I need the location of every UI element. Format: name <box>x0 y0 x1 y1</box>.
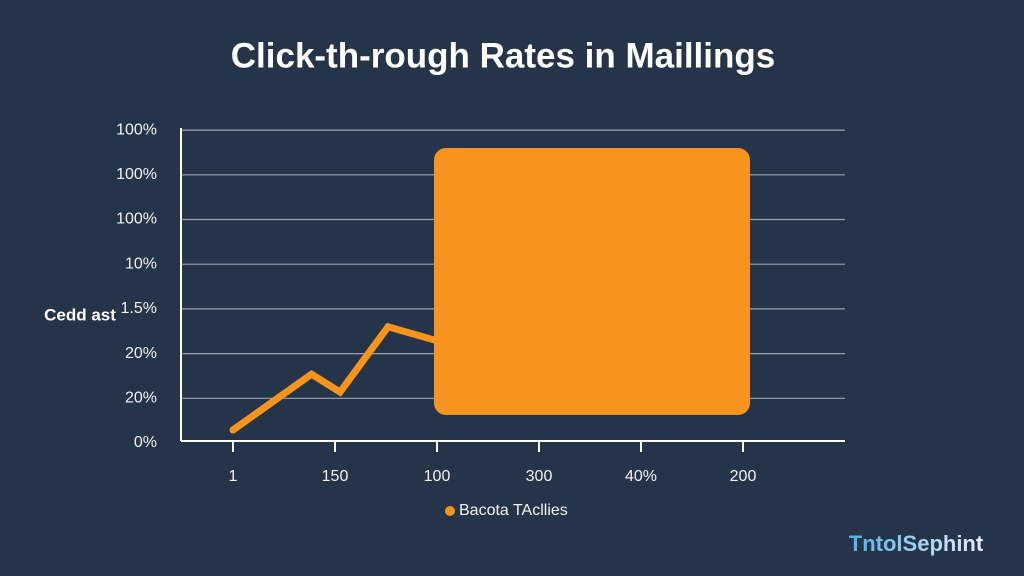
y-tick-label: 100% <box>116 121 157 138</box>
y-tick-label: 0% <box>134 434 157 451</box>
x-tick-label: 1 <box>229 468 238 485</box>
chart-title: Click-th-rough Rates in Maillings <box>231 36 775 75</box>
y-tick-label: 10% <box>125 255 157 272</box>
y-tick-label: 100% <box>116 211 157 228</box>
x-tick-label: 150 <box>322 468 349 485</box>
watermark: TntolSephint <box>849 531 984 556</box>
x-tick-label: 100 <box>424 468 451 485</box>
x-tick-label: 300 <box>526 468 553 485</box>
y-tick-label: 20% <box>125 390 157 407</box>
legend-marker <box>445 506 455 516</box>
y-tick-label: 1.5% <box>121 300 157 317</box>
y-tick-label: 100% <box>116 166 157 183</box>
y-axis-label: Cedd ast <box>44 305 116 324</box>
line-series <box>229 322 439 434</box>
overlay-panel <box>434 148 750 415</box>
y-tick-label: 20% <box>125 345 157 362</box>
x-tick-label: 200 <box>730 468 757 485</box>
x-tick-label: 40% <box>625 468 657 485</box>
legend-label: Bacota TAcllies <box>459 502 568 519</box>
